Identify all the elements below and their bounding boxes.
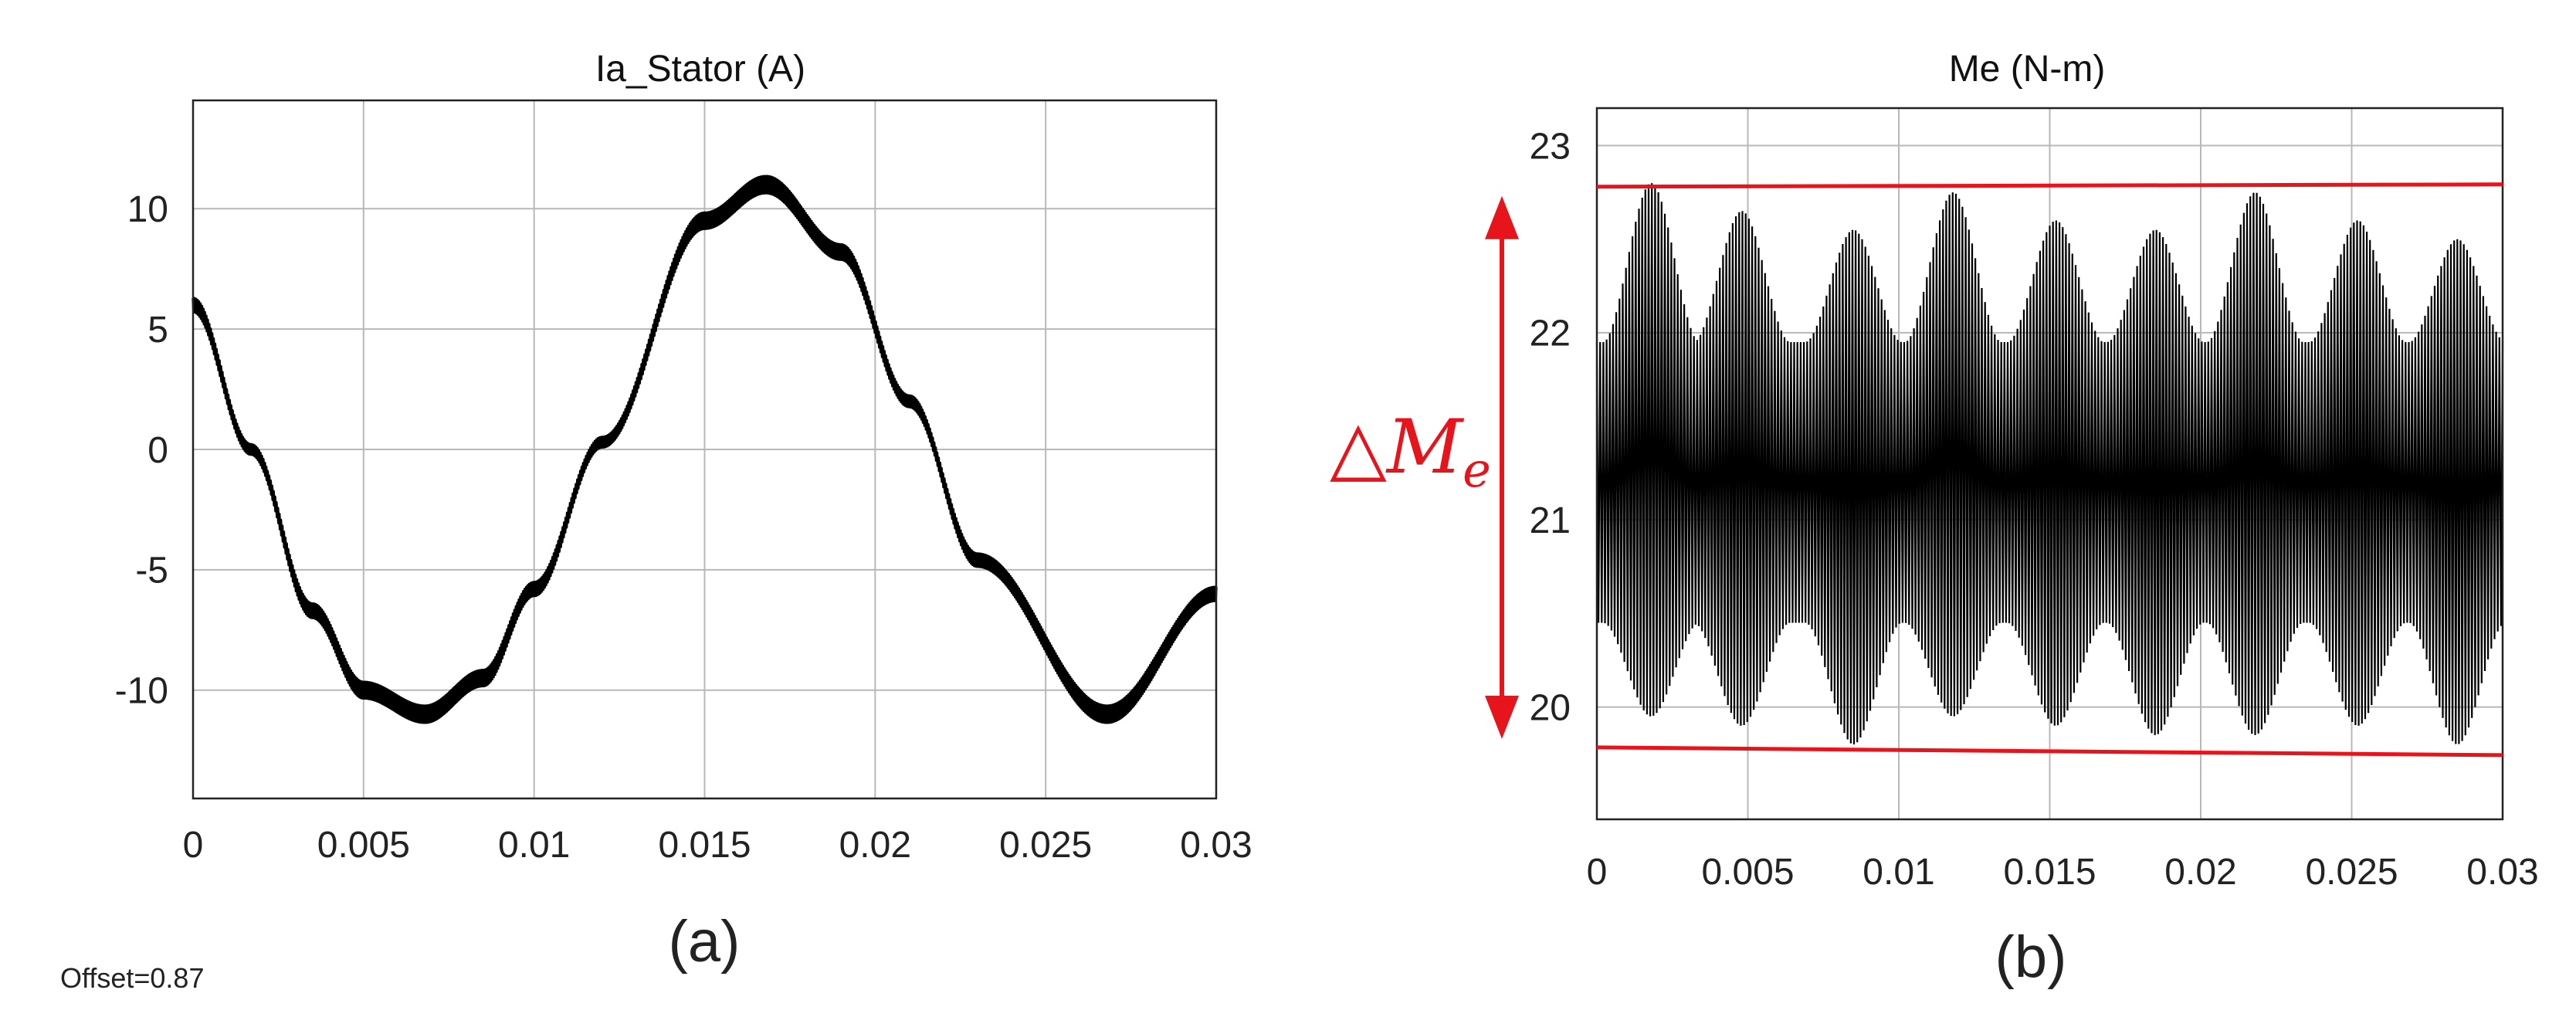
chart-a-x-tick-label: 0.01 [498,825,570,866]
chart-a-y-tick-label: 10 [127,189,168,230]
chart-a-y-tick-label: -10 [115,671,168,712]
chart-a-series [192,175,1218,724]
chart-a-grid [192,100,1217,798]
chart-a-title: Ia_Stator (A) [595,49,805,90]
chart-b-y-tick-label: 22 [1530,314,1571,354]
chart-b-series-line [1595,183,2504,745]
chart-b-y-tick-label: 21 [1530,500,1571,541]
chart-b: Me (N-m) 0 0.005 0.01 0.015 0.02 0.025 0.03 23… [1330,49,2539,990]
upper-limit-line [1596,182,2503,189]
chart-a-x-tick-label: 0.005 [317,825,410,866]
chart-a-x-tick-labels: 0 0.005 0.01 0.015 0.02 0.025 0.03 [183,825,1252,866]
offset-text: Offset=0.87 [60,962,204,994]
lower-limit-line [1596,745,2503,758]
chart-b-y-tick-labels: 23 22 21 20 [1530,126,1571,728]
chart-b-x-tick-label: 0.005 [1701,852,1794,893]
chart-a: Ia_Stator (A) 0 0.005 0.01 0.015 0.02 0.025 0.… [115,49,1252,975]
chart-a-y-tick-label: -5 [135,551,168,592]
chart-b-x-tick-label: 0.02 [2164,852,2236,893]
chart-a-series-line [192,175,1218,724]
chart-a-x-tick-label: 0.025 [999,825,1092,866]
chart-a-x-tick-label: 0.015 [658,825,751,866]
chart-b-annotations: △Me [1330,182,2503,758]
chart-a-y-tick-label: 5 [147,310,168,351]
chart-b-x-tick-label: 0 [1587,852,1608,893]
chart-b-y-tick-label: 20 [1530,687,1571,728]
chart-b-x-tick-label: 0.01 [1863,852,1934,893]
delta-arrow-down-head [1485,695,1519,739]
chart-a-x-tick-label: 0.03 [1180,825,1252,866]
delta-arrow-up-head [1485,195,1519,239]
delta-me-label-main: △M [1330,404,1465,490]
chart-a-x-tick-label: 0 [183,825,204,866]
chart-a-y-tick-labels: 10 5 0 -5 -10 [115,189,168,711]
chart-a-axes-box [192,99,1218,800]
chart-b-title: Me (N-m) [1949,49,2106,90]
delta-me-label-subscript: e [1463,442,1491,498]
chart-b-x-tick-label: 0.015 [2003,852,2096,893]
chart-a-y-tick-label: 0 [147,430,168,471]
chart-b-y-tick-label: 23 [1530,126,1571,167]
chart-b-x-tick-label: 0.025 [2305,852,2398,893]
chart-b-series [1595,183,2504,745]
chart-b-x-tick-labels: 0 0.005 0.01 0.015 0.02 0.025 0.03 [1587,852,2539,893]
delta-me-label: △Me [1330,404,1491,498]
chart-b-axes-box [1595,107,2504,821]
chart-a-x-tick-label: 0.02 [839,825,911,866]
chart-b-caption: (b) [1995,924,2067,990]
chart-a-caption: (a) [669,909,741,975]
chart-b-x-tick-label: 0.03 [2466,852,2538,893]
